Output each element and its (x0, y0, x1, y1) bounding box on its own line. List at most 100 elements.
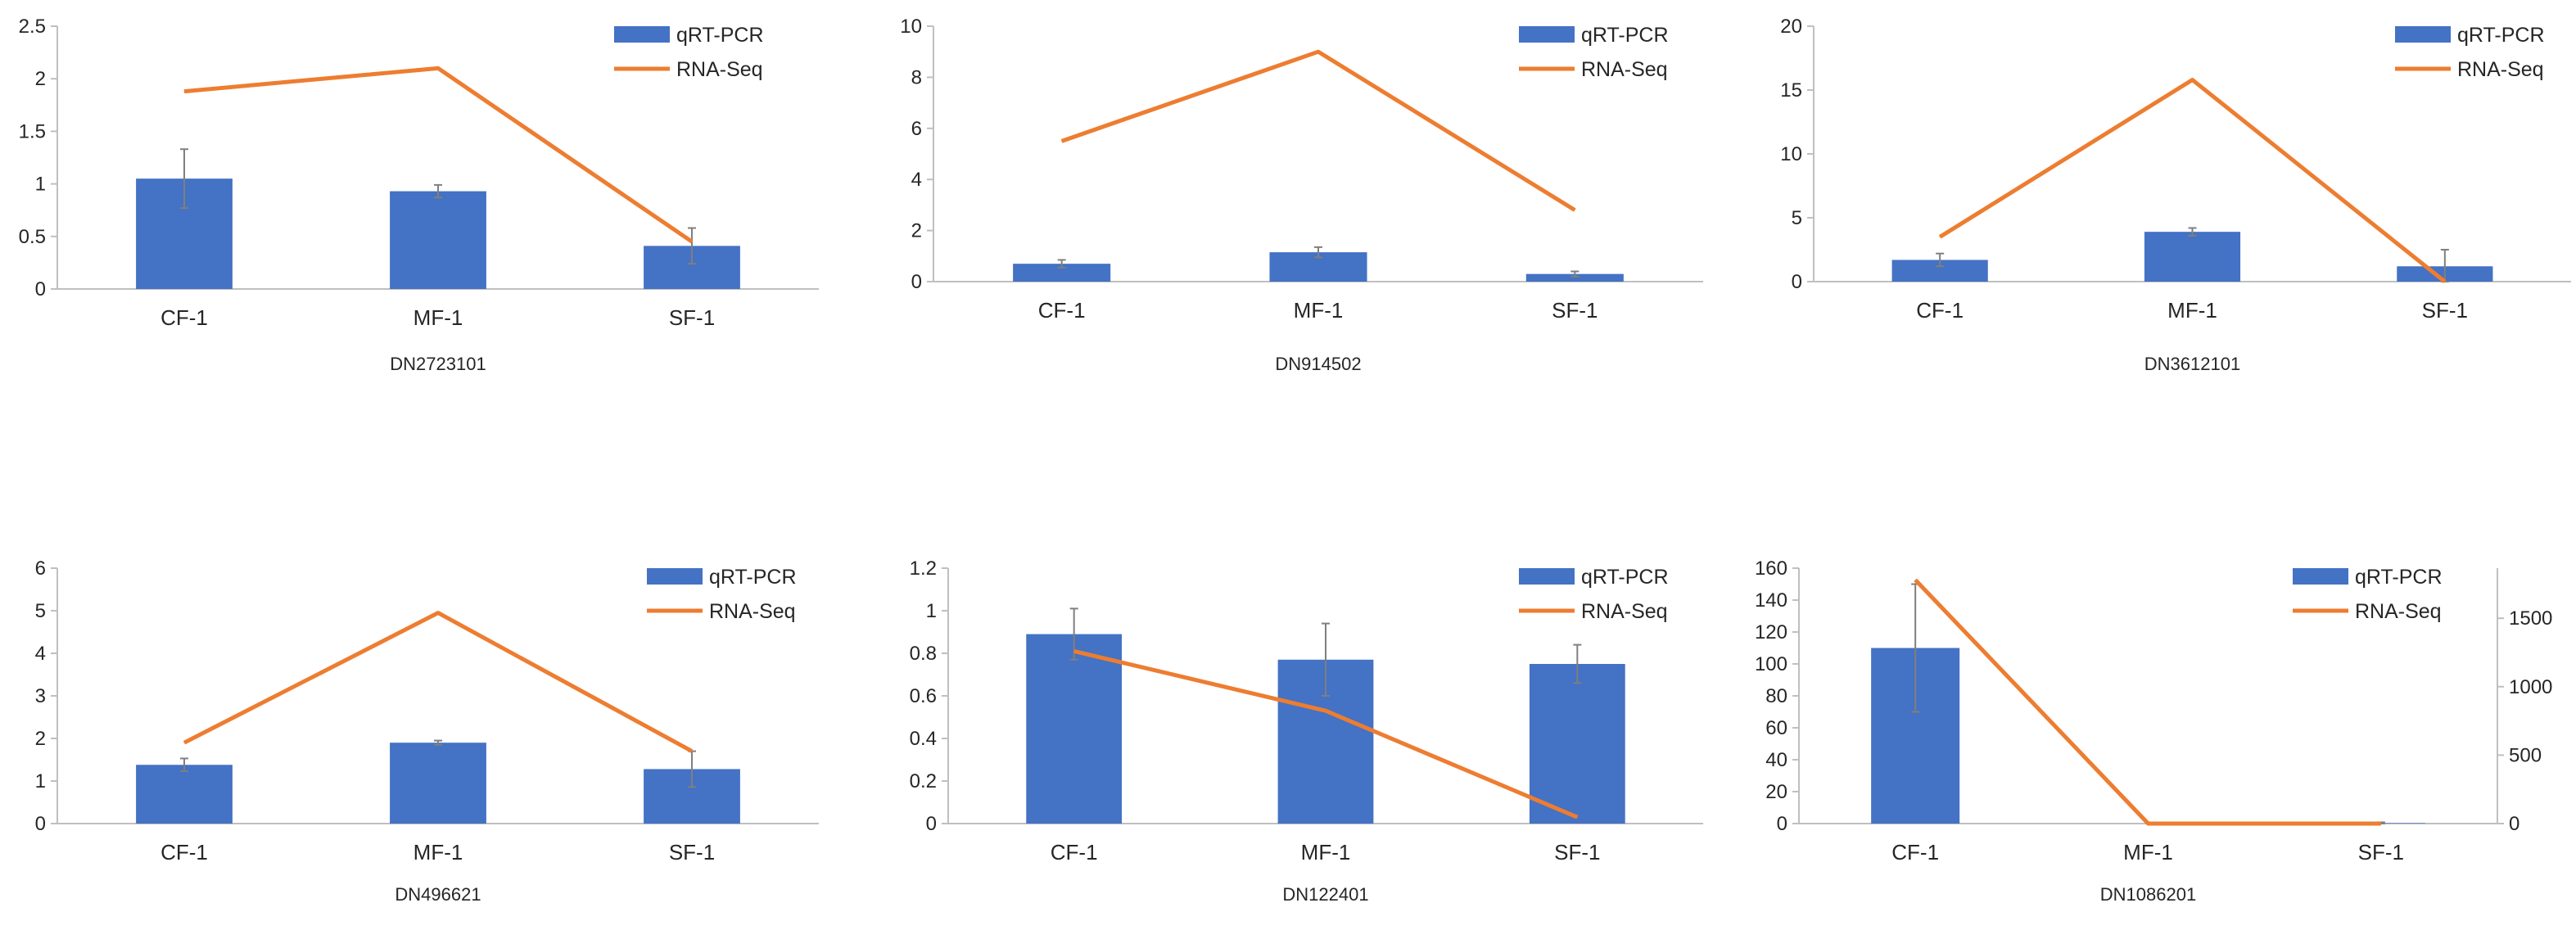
legend-label-rna-seq: RNA-Seq (709, 600, 796, 623)
y-tick-label: 80 (1765, 685, 1787, 707)
y2-tick-label: 0 (2509, 813, 2520, 835)
y-tick-label: 0.2 (910, 770, 937, 792)
y-tick-label: 4 (911, 169, 922, 191)
legend-label-qrt-pcr: qRT-PCR (2457, 24, 2545, 47)
x-category-label: MF-1 (1294, 298, 1344, 323)
x-category-label: MF-1 (414, 840, 463, 865)
x-category-label: CF-1 (1051, 840, 1098, 865)
y-tick-label: 0 (1792, 271, 1802, 293)
y-tick-label: 120 (1755, 621, 1787, 643)
y-tick-label: 1 (926, 600, 937, 622)
legend-label-rna-seq: RNA-Seq (1581, 600, 1668, 623)
x-category-label: MF-1 (2123, 840, 2173, 865)
y-tick-label: 20 (1765, 781, 1787, 803)
line-rna-seq (1914, 578, 2381, 826)
legend-label-rna-seq: RNA-Seq (2355, 600, 2442, 623)
chart-panel-5: 0 0.2 0.4 0.6 0.8 1 1.2 CF-1 MF-1 SF-1 DN122401 qRT… (910, 558, 1703, 905)
y-tick-label: 0.4 (910, 728, 937, 750)
y-tick-label: 100 (1755, 653, 1787, 675)
y-tick-label: 2.5 (19, 16, 46, 38)
y-tick-label: 6 (35, 558, 46, 580)
gene-title: DN496621 (395, 884, 481, 905)
legend-label-qrt-pcr: qRT-PCR (2355, 566, 2443, 589)
x-category-label: SF-1 (2422, 298, 2468, 323)
y-tick-label: 140 (1755, 589, 1787, 612)
line-point-cf-1 (183, 91, 185, 93)
legend-swatch-qrt-pcr (1519, 26, 1575, 43)
y-tick-label: 5 (1792, 207, 1802, 229)
y-tick-label: 6 (911, 118, 922, 140)
y-tick-label: 15 (1780, 79, 1802, 102)
legend-label-rna-seq: RNA-Seq (676, 58, 763, 81)
chart-panel-4: 0 1 2 3 4 5 6 CF-1 MF-1 SF-1 DN496621 qRT-PCR RNA-Se… (35, 558, 819, 905)
chart-panel-2: 0 2 4 6 8 10 CF-1 MF-1 SF-1 DN914502 qRT-PCR RNA-Se… (900, 16, 1703, 374)
y-tick-label: 1.2 (910, 558, 937, 580)
x-category-label: CF-1 (1038, 298, 1086, 323)
legend: qRT-PCR RNA-Seq (1519, 566, 1669, 623)
gene-title: DN2723101 (390, 354, 486, 374)
legend-label-rna-seq: RNA-Seq (1581, 58, 1668, 81)
legend-label-qrt-pcr: qRT-PCR (709, 566, 797, 589)
y-tick-label: 0.8 (910, 643, 937, 665)
gene-title: DN3612101 (2144, 354, 2240, 374)
bar-qrt-pcr-sf-1 (1525, 273, 1624, 282)
legend-label-qrt-pcr: qRT-PCR (1581, 566, 1669, 589)
line-rna-seq (1060, 49, 1576, 212)
legend: qRT-PCR RNA-Seq (614, 24, 764, 81)
legend-swatch-qrt-pcr (1519, 568, 1575, 585)
line-point-mf-1 (2192, 79, 2193, 81)
legend-swatch-qrt-pcr (614, 26, 670, 43)
line-point-cf-1 (1061, 140, 1063, 142)
y-tick-label: 1.5 (19, 120, 46, 142)
y-tick-label: 160 (1755, 558, 1787, 580)
y-tick-label: 1 (35, 174, 46, 196)
y-tick-label: 0 (35, 278, 46, 300)
legend-label-qrt-pcr: qRT-PCR (1581, 24, 1669, 47)
bar-qrt-pcr-mf-1 (2144, 232, 2241, 282)
y-tick-label: 2 (35, 728, 46, 750)
legend: qRT-PCR RNA-Seq (2293, 566, 2443, 623)
y-tick-label: 1 (35, 770, 46, 792)
x-category-label: MF-1 (1301, 840, 1351, 865)
gene-title: DN1086201 (2100, 884, 2196, 905)
legend: qRT-PCR RNA-Seq (1519, 24, 1669, 81)
y2-tick-label: 1000 (2509, 676, 2552, 698)
y-tick-label: 4 (35, 643, 46, 665)
y-tick-label: 10 (1780, 143, 1802, 165)
y-tick-label: 5 (35, 600, 46, 622)
chart-panel-3: 0 5 10 15 20 CF-1 MF-1 SF-1 DN3612101 qRT-PCR RNA-… (1780, 16, 2571, 374)
y-tick-label: 0.6 (910, 685, 937, 707)
y-tick-label: 0 (926, 813, 937, 835)
y-tick-label: 0 (35, 813, 46, 835)
x-category-label: SF-1 (2358, 840, 2404, 865)
x-category-label: SF-1 (1554, 840, 1600, 865)
x-category-label: CF-1 (160, 840, 208, 865)
bar-qrt-pcr-sf-1 (1529, 664, 1625, 824)
legend: qRT-PCR RNA-Seq (647, 566, 797, 623)
y-tick-label: 20 (1780, 16, 1802, 38)
legend-swatch-qrt-pcr (647, 568, 703, 585)
line-point-sf-1 (1576, 816, 1578, 818)
line-rna-seq (183, 611, 694, 753)
y-tick-label: 0.5 (19, 226, 46, 248)
bar-qrt-pcr-mf-1 (390, 743, 486, 824)
x-category-label: SF-1 (669, 305, 715, 330)
line-point-sf-1 (691, 751, 693, 752)
chart-panel-6: 0 20 40 60 80 100 120 140 160 0 500 1000 1500 CF-1 MF-… (1755, 558, 2552, 905)
x-category-label: SF-1 (669, 840, 715, 865)
y-tick-label: 0 (1777, 813, 1787, 835)
legend-label-rna-seq: RNA-Seq (2457, 58, 2544, 81)
bar-qrt-pcr-cf-1 (136, 765, 233, 824)
y-tick-label: 3 (35, 685, 46, 707)
gene-title: DN122401 (1282, 884, 1368, 905)
bar-qrt-pcr-mf-1 (390, 191, 486, 289)
y-tick-label: 40 (1765, 749, 1787, 771)
line-point-mf-1 (437, 67, 439, 69)
bar-qrt-pcr-cf-1 (1013, 264, 1111, 282)
legend: qRT-PCR RNA-Seq (2395, 24, 2545, 81)
legend-swatch-qrt-pcr (2395, 26, 2451, 43)
x-category-label: CF-1 (160, 305, 208, 330)
y-tick-label: 2 (911, 220, 922, 242)
y-tick-label: 60 (1765, 717, 1787, 739)
